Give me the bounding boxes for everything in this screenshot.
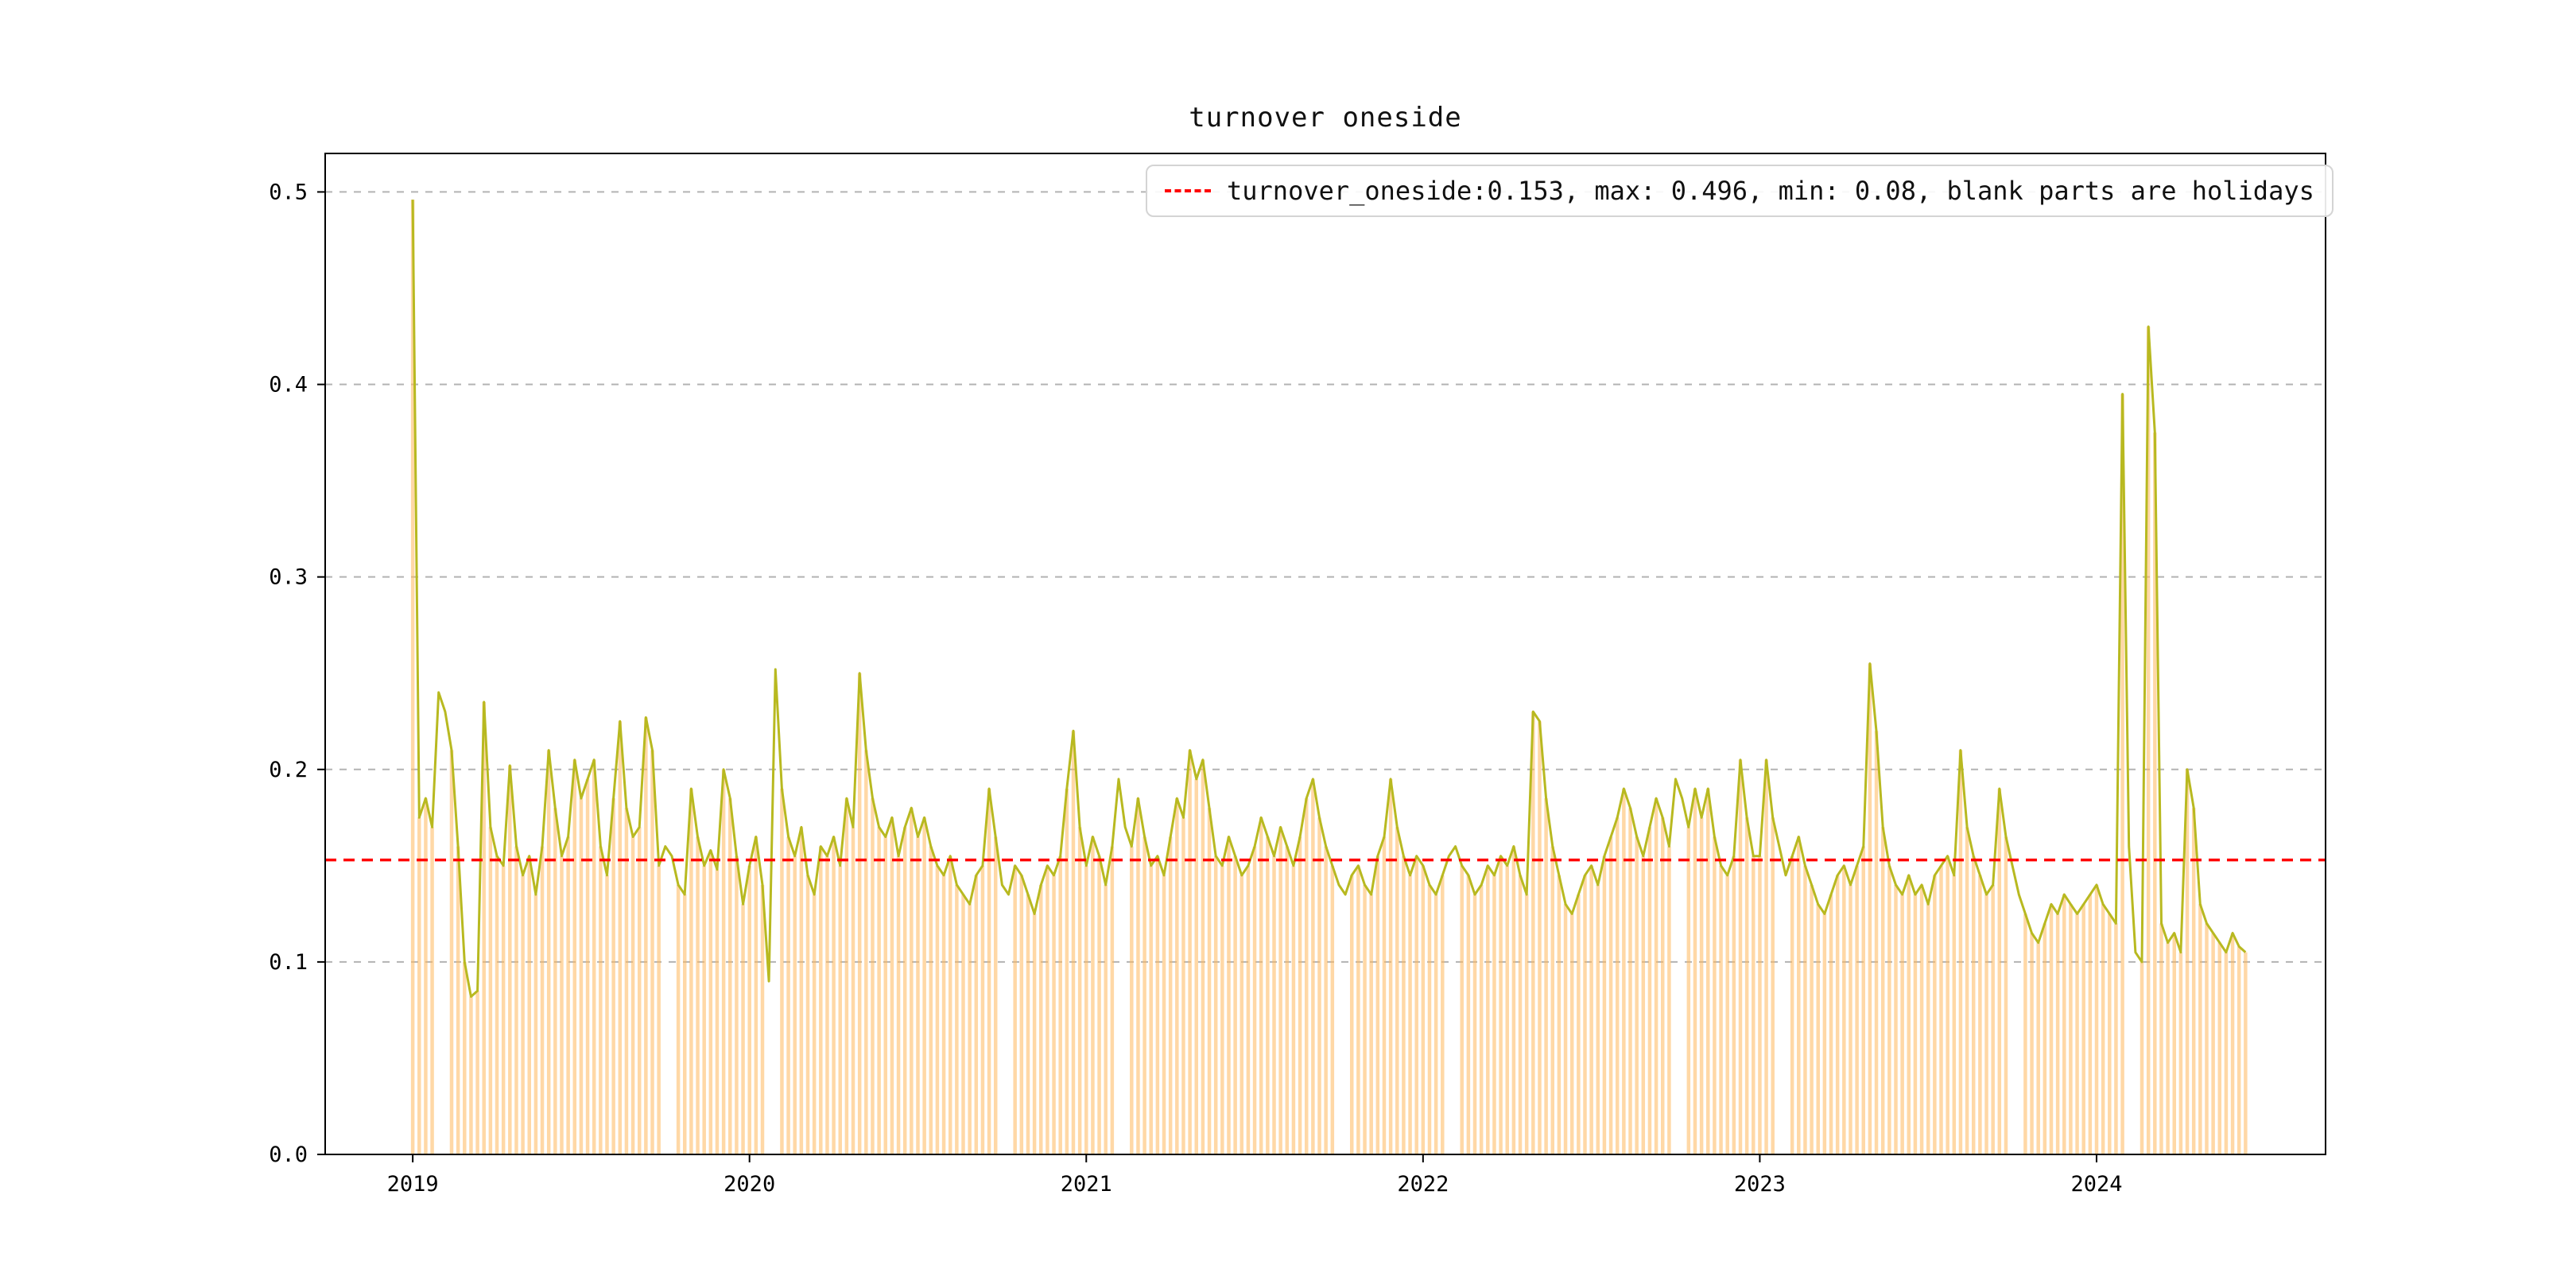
chart-title: turnover oneside bbox=[1189, 102, 1462, 134]
x-tick-label: 2024 bbox=[2070, 1172, 2122, 1197]
x-tick-label: 2019 bbox=[387, 1172, 439, 1197]
legend-label: turnover_oneside:0.153, max: 0.496, min:… bbox=[1227, 176, 2314, 206]
axes-border bbox=[324, 153, 2326, 1155]
y-tick-label: 0.5 bbox=[269, 180, 308, 204]
y-tick-label: 0.4 bbox=[269, 373, 308, 398]
x-tick-label: 2023 bbox=[1734, 1172, 1786, 1197]
y-axis-ticks: 0.0 0.1 0.2 0.3 0.4 0.5 bbox=[269, 180, 325, 1167]
turnover-line bbox=[411, 200, 2247, 998]
y-tick-label: 0.3 bbox=[269, 565, 308, 590]
x-tick-label: 2021 bbox=[1061, 1172, 1112, 1197]
holiday-bars bbox=[410, 200, 2248, 1154]
x-tick-label: 2020 bbox=[724, 1172, 775, 1197]
x-axis-ticks: 2019 2020 2021 2022 2023 2024 bbox=[387, 1154, 2122, 1197]
y-tick-label: 0.2 bbox=[269, 758, 308, 782]
y-tick-label: 0.0 bbox=[269, 1143, 308, 1167]
legend-marker-dashed-line bbox=[1165, 189, 1211, 192]
legend: turnover_oneside:0.153, max: 0.496, min:… bbox=[1146, 165, 2334, 217]
x-tick-label: 2022 bbox=[1397, 1172, 1449, 1197]
y-tick-label: 0.1 bbox=[269, 950, 308, 975]
